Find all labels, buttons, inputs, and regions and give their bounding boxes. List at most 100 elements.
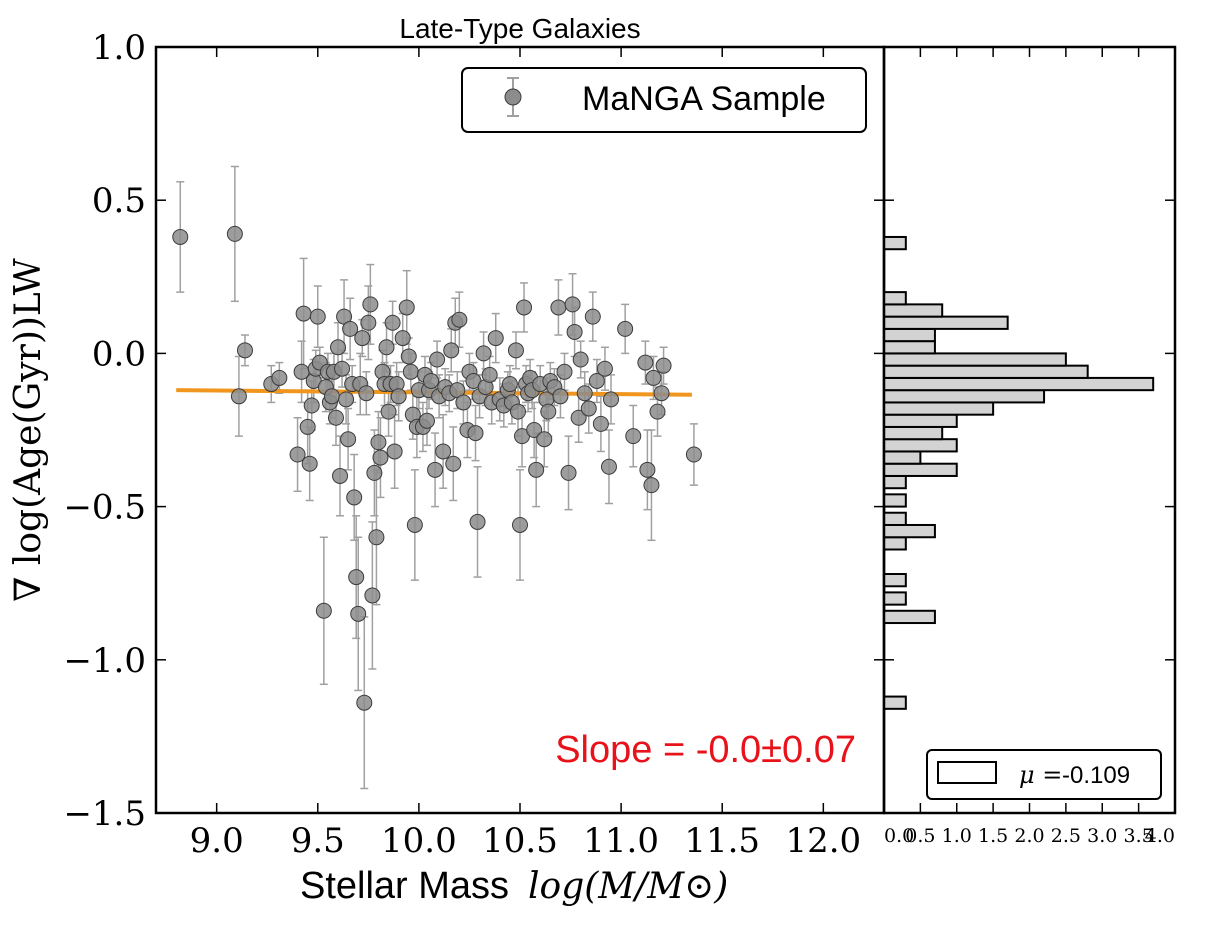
data-point (576, 385, 593, 402)
data-point (236, 342, 253, 359)
histogram-bar (883, 438, 958, 453)
scatter-legend: MaNGA Sample (461, 67, 867, 133)
data-point (323, 388, 340, 405)
histogram-legend-symbol: μ = (1019, 761, 1062, 789)
data-point (342, 320, 359, 337)
histogram-bar (883, 327, 936, 343)
histogram-bar (883, 291, 907, 306)
data-point (427, 461, 444, 478)
data-point (384, 314, 401, 331)
chart-title: Late-Type Galaxies (399, 13, 640, 44)
data-point (366, 464, 383, 481)
x-tick-label: 10.5 (482, 821, 558, 861)
data-point (429, 351, 446, 368)
histogram-bar (883, 413, 958, 428)
data-point (639, 461, 656, 478)
histogram-bars (883, 235, 1155, 710)
data-point (516, 299, 533, 316)
data-point (364, 587, 381, 604)
data-point (467, 425, 484, 442)
hist-x-tick-label: 0.0 (884, 825, 914, 847)
histogram-bar (883, 364, 1089, 379)
data-point (295, 305, 312, 322)
data-point (625, 428, 642, 445)
legend-marker (504, 88, 522, 106)
histogram-legend: μ = -0.109 (926, 749, 1162, 800)
data-point (588, 372, 605, 389)
data-point (445, 455, 462, 472)
histogram-bar (883, 401, 995, 416)
histogram-bar (883, 352, 1067, 367)
data-point (378, 339, 395, 356)
data-point (566, 323, 583, 340)
histogram-bar (883, 425, 944, 441)
y-axis-label: ∇ log(Age(Gyr))LW (8, 258, 49, 601)
data-point (354, 330, 371, 347)
data-point (423, 372, 440, 389)
data-point (303, 397, 320, 414)
scatter-panel: Late-Type Galaxies 9.0 9.5 10.0 10.5 11.0 11.… (8, 13, 886, 907)
x-tick-label: 10.0 (381, 821, 457, 861)
data-point (580, 400, 597, 417)
hist-x-tick-label: 4.0 (1145, 825, 1175, 847)
y-tick-label: −1.0 (63, 641, 146, 681)
data-point (592, 415, 609, 432)
data-point (469, 513, 486, 530)
hist-x-tick-label: 3.5 (1124, 825, 1154, 847)
histogram-axes-frame (882, 45, 1177, 815)
data-point (507, 342, 524, 359)
data-point (394, 330, 411, 347)
data-point (584, 308, 601, 325)
data-point (556, 363, 573, 380)
data-point (368, 529, 385, 546)
data-point (512, 516, 528, 533)
histogram-bar (883, 573, 907, 588)
data-point (475, 345, 492, 362)
data-point (330, 339, 346, 356)
x-tick-label: 9.5 (291, 821, 345, 861)
y-tick-label: 0.5 (92, 181, 146, 221)
y-tick-label: 0.0 (92, 334, 146, 374)
x-axis-label-text: Stellar Mass (300, 865, 509, 907)
histogram-bar (883, 340, 936, 355)
y-tick-label: 1.0 (92, 28, 146, 68)
data-point (528, 461, 545, 478)
data-point (526, 422, 543, 438)
legend-label: MaNGA Sample (582, 80, 826, 118)
data-point (596, 360, 613, 377)
data-point (653, 385, 670, 402)
x-tick-label: 12.0 (785, 821, 861, 861)
data-point (386, 443, 403, 460)
data-point (362, 296, 379, 313)
data-point (550, 299, 567, 316)
data-point (332, 467, 349, 484)
data-point (501, 376, 518, 393)
data-point (481, 366, 498, 383)
data-point (289, 446, 306, 463)
data-point (350, 605, 367, 622)
histogram-bar (883, 235, 907, 251)
histogram-bar (883, 511, 907, 526)
data-point (645, 369, 662, 386)
data-point (356, 694, 373, 711)
legend-box (461, 67, 867, 133)
histogram-tick-layer: 0.00.5 1.0 1.5 2.0 2.5 3.0 3.54.0 (883, 46, 1176, 847)
histogram-legend-value: -0.109 (1062, 762, 1130, 789)
data-point (443, 342, 460, 359)
hist-x-tick-label: 3.0 (1087, 825, 1117, 847)
data-point (340, 431, 357, 448)
x-tick-label: 11.5 (684, 821, 760, 861)
hist-x-tick-label: 0.5 (905, 825, 935, 847)
data-point (402, 363, 419, 380)
data-point (637, 354, 654, 371)
data-point (617, 320, 634, 337)
data-point (172, 228, 189, 245)
data-point (451, 311, 468, 328)
data-point (301, 455, 318, 472)
data-point (230, 388, 247, 405)
main-tick-layer: 9.0 9.5 10.0 10.5 11.0 11.5 12.0 1.0 0.5 0.0 −0.5 −… (63, 28, 884, 861)
histogram-bar (883, 536, 907, 551)
data-point (380, 403, 397, 420)
data-point (560, 464, 577, 481)
data-point (309, 308, 326, 325)
